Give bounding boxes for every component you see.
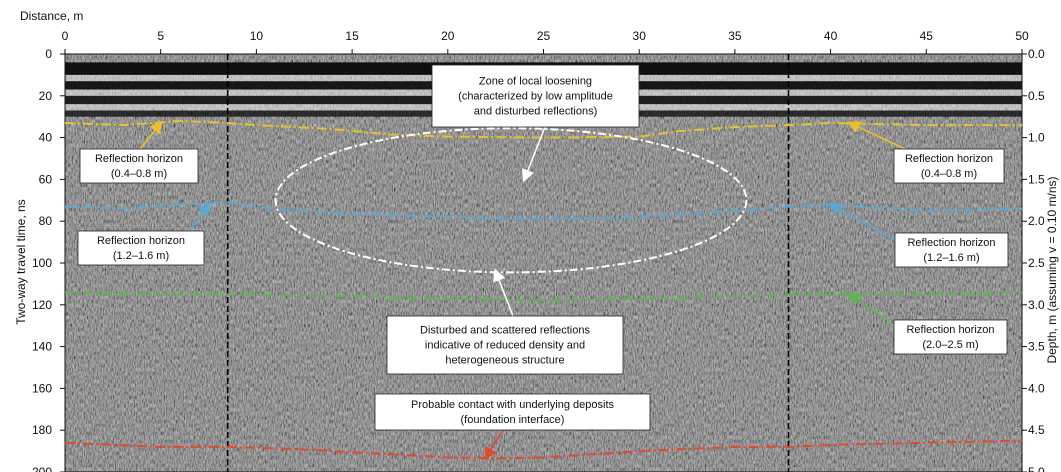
reflection-horizon-line (64, 439, 1023, 460)
y2-tick-label: 0.5 (1028, 89, 1045, 103)
x-tick-label: 30 (633, 29, 647, 43)
y-tick-label: 80 (39, 214, 53, 228)
callout-text: Reflection horizon (906, 324, 994, 336)
callout-box (893, 319, 1008, 355)
y2-tick-label: 1.5 (1028, 172, 1045, 186)
y-tick-label: 120 (32, 298, 52, 312)
callout-arrow (493, 268, 514, 317)
callout-box (894, 232, 1009, 268)
x-tick-label: 25 (537, 29, 551, 43)
y-tick-label: 140 (32, 340, 52, 354)
y-tick-label: 100 (32, 256, 52, 270)
annotation-callout: Disturbed and scattered reflections indic… (386, 268, 624, 375)
callout-text: Disturbed and scattered reflections (420, 325, 590, 337)
x-tick-label: 45 (920, 29, 934, 43)
reflection-horizon-line (64, 119, 1022, 139)
callout-text: Reflection horizon (907, 237, 995, 249)
callout-box (386, 315, 624, 375)
callout-arrow (846, 121, 906, 150)
callout-box (77, 230, 205, 266)
annotation-callout: Reflection horizon (0.4–0.8 m) (79, 120, 199, 184)
axis-ticks: 0 5 10 15 20 25 30 35 40 45 50 0 20 40 60 80 100 120 140 16… (32, 29, 1045, 472)
y-tick-label: 20 (39, 89, 53, 103)
y2-tick-label: 2.0 (1028, 214, 1045, 228)
annotation-callout: Reflection horizon (1.2–1.6 m) (827, 202, 1009, 268)
x-tick-label: 10 (250, 29, 264, 43)
callout-text: (0.4–0.8 m) (921, 168, 977, 180)
y2-tick-label: 3.0 (1028, 298, 1045, 312)
callout-text: (0.4–0.8 m) (111, 168, 167, 180)
callout-text: (1.2–1.6 m) (113, 250, 169, 262)
annotation-callout: Zone of local loosening (characterized by… (431, 64, 640, 183)
callout-text: heterogeneous structure (445, 355, 564, 367)
callout-arrow (484, 429, 504, 461)
callout-text: and disturbed reflections) (474, 106, 598, 118)
loosening-zone-ellipse (274, 127, 748, 274)
y2-tick-label: 0.0 (1028, 47, 1045, 61)
annotation-callout: Reflection horizon (2.0–2.5 m) (847, 292, 1008, 355)
y-tick-label: 180 (32, 423, 52, 437)
callout-text: (foundation interface) (461, 414, 565, 426)
y2-tick-label: 5.0 (1028, 465, 1045, 472)
callout-box (431, 64, 640, 128)
callout-text: Reflection horizon (905, 153, 993, 165)
callout-arrow (189, 201, 211, 232)
y2-tick-label: 4.0 (1028, 381, 1045, 395)
y2-axis-title: Depth, m (assuming v = 0.10 m/ns) (1045, 176, 1059, 363)
callout-text: (1.2–1.6 m) (923, 252, 979, 264)
y2-tick-label: 4.5 (1028, 423, 1045, 437)
y-tick-label: 160 (32, 381, 52, 395)
reflection-horizon-line (64, 291, 1023, 302)
callout-text: (2.0–2.5 m) (922, 339, 978, 351)
annotation-callout: Reflection horizon (0.4–0.8 m) (846, 121, 1005, 184)
x-tick-label: 0 (62, 29, 69, 43)
y2-tick-label: 1.0 (1028, 131, 1045, 145)
annotation-callout: Reflection horizon (1.2–1.6 m) (77, 201, 211, 266)
x-tick-label: 35 (728, 29, 742, 43)
y-tick-label: 60 (39, 172, 53, 186)
interpretation-overlays: Zone of local loosening (characterized by… (64, 54, 1023, 472)
y-axis-title: Two-way travel time, ns (14, 199, 28, 324)
y2-tick-label: 3.5 (1028, 340, 1045, 354)
y-tick-label: 200 (32, 465, 52, 472)
callout-arrow (521, 126, 546, 183)
callout-box (374, 393, 651, 431)
reflection-horizon-line (64, 201, 1023, 221)
annotation-callout: Probable contact with underlying deposit… (374, 393, 651, 461)
y2-tick-label: 2.5 (1028, 256, 1045, 270)
callout-text: Reflection horizon (97, 235, 185, 247)
callout-text: indicative of reduced density and (425, 340, 585, 352)
x-tick-label: 50 (1015, 29, 1029, 43)
x-axis-title: Distance, m (20, 9, 83, 23)
callout-arrow (827, 202, 896, 241)
x-tick-label: 40 (824, 29, 838, 43)
callout-text: Reflection horizon (95, 153, 183, 165)
x-tick-label: 15 (345, 29, 359, 43)
callout-box (79, 148, 199, 184)
y-tick-label: 0 (45, 47, 52, 61)
callout-arrow (139, 120, 163, 150)
callout-box (893, 148, 1005, 184)
y-tick-label: 40 (39, 131, 53, 145)
callout-text: Probable contact with underlying deposit… (411, 399, 615, 411)
callout-text: (characterized by low amplitude (458, 91, 613, 103)
x-tick-label: 20 (441, 29, 455, 43)
callout-arrow (847, 292, 895, 326)
callout-text: Zone of local loosening (479, 76, 592, 88)
x-tick-label: 5 (157, 29, 164, 43)
